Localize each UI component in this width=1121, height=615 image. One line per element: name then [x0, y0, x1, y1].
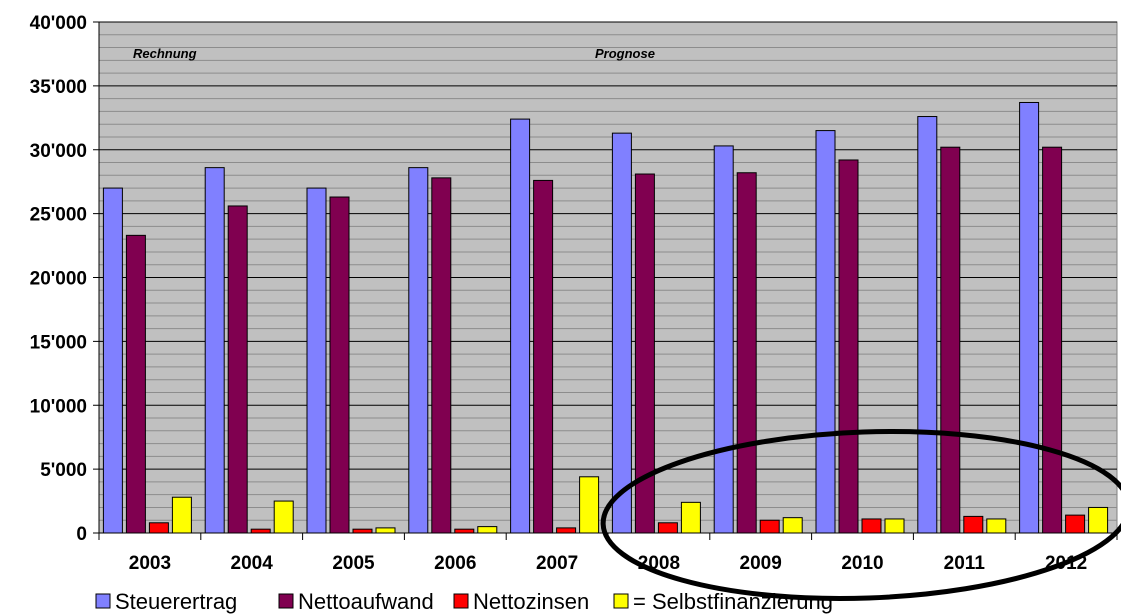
bar-nettoaufwand-2006: [431, 177, 452, 534]
bar-nettoaufwand-2011: [940, 146, 961, 534]
bar-steuerertrag-2010: [815, 130, 836, 534]
x-axis: 2003 2004 2005 2006 2007 2008 2009 2010 2011 2012: [98, 532, 1118, 574]
bar-steuerertrag-2009: [713, 145, 734, 534]
y-tick-label: 20'000: [30, 269, 87, 290]
y-tick-label: 40'000: [30, 13, 87, 34]
bar-nettozinsen-2004: [250, 528, 271, 534]
bar-selbstfinanzierung-2009: [782, 517, 803, 534]
bar-nettoaufwand-2009: [736, 172, 757, 534]
legend: Steuerertrag Nettoaufwand Nettozinsen = Sel…: [95, 589, 833, 614]
legend-swatch: [95, 593, 111, 609]
bar-selbstfinanzierung-2010: [884, 518, 905, 534]
bar-nettoaufwand-2007: [533, 179, 554, 534]
x-tick-label: 2003: [129, 553, 171, 574]
y-tick-label: 5'000: [40, 460, 87, 481]
x-tick-label: 2006: [434, 553, 476, 574]
y-tick-label: 15'000: [30, 332, 87, 353]
annotation-prognose: Prognose: [595, 46, 655, 61]
bar-selbstfinanzierung-2005: [375, 527, 396, 534]
bar-nettozinsen-2008: [657, 522, 678, 534]
bar-nettozinsen-2010: [861, 518, 882, 534]
x-tick-label: 2009: [740, 553, 782, 574]
annotation-rechnung: Rechnung: [133, 46, 197, 61]
x-tick-label: 2010: [841, 553, 883, 574]
x-tick-label: 2004: [231, 553, 274, 574]
bar-steuerertrag-2008: [611, 132, 632, 534]
bar-selbstfinanzierung-2004: [273, 500, 294, 534]
legend-swatch: [278, 593, 294, 609]
bar-selbstfinanzierung-2012: [1088, 506, 1109, 534]
x-tick-label: 2011: [944, 553, 986, 574]
y-tick-label: 0: [76, 524, 87, 545]
bar-steuerertrag-2005: [306, 187, 327, 534]
bars: [102, 101, 1109, 534]
y-tick-label: 35'000: [30, 77, 87, 98]
bar-selbstfinanzierung-2006: [477, 526, 498, 534]
x-tick-label: 2007: [536, 553, 578, 574]
bar-steuerertrag-2003: [102, 187, 123, 534]
y-axis: 0 5'000 10'000 15'000 20'000 25'000 30'000 35'0…: [30, 13, 100, 545]
bar-nettozinsen-2012: [1065, 514, 1086, 534]
y-tick-label: 10'000: [30, 396, 87, 417]
legend-label: Nettozinsen: [473, 589, 589, 614]
bar-steuerertrag-2007: [510, 118, 531, 534]
bar-nettozinsen-2003: [148, 522, 169, 534]
highlight-ellipse: [600, 429, 1121, 601]
bar-nettoaufwand-2003: [125, 234, 146, 534]
gridlines: [99, 21, 1117, 534]
bar-nettoaufwand-2012: [1042, 146, 1063, 534]
bar-selbstfinanzierung-2011: [986, 518, 1007, 534]
bar-nettozinsen-2011: [963, 515, 984, 534]
legend-swatch: [453, 593, 469, 609]
legend-label: Nettoaufwand: [298, 589, 434, 614]
y-tick-label: 25'000: [30, 205, 87, 226]
legend-swatch: [613, 593, 629, 609]
bar-selbstfinanzierung-2008: [680, 501, 701, 534]
bar-nettozinsen-2007: [556, 527, 577, 534]
bar-selbstfinanzierung-2007: [579, 476, 600, 534]
bar-nettozinsen-2006: [454, 528, 475, 534]
bar-nettoaufwand-2005: [329, 196, 350, 534]
bar-steuerertrag-2011: [917, 116, 938, 534]
bar-steuerertrag-2006: [408, 167, 429, 534]
bar-selbstfinanzierung-2003: [171, 496, 192, 534]
bar-nettoaufwand-2010: [838, 159, 859, 534]
y-tick-label: 30'000: [30, 141, 87, 162]
bar-steuerertrag-2012: [1019, 101, 1040, 534]
bar-nettoaufwand-2004: [227, 205, 248, 534]
bar-nettozinsen-2005: [352, 528, 373, 534]
legend-label: Steuerertrag: [115, 589, 237, 614]
legend-label: = Selbstfinanzierung: [633, 589, 833, 614]
x-tick-label: 2005: [332, 553, 375, 574]
bar-steuerertrag-2004: [204, 167, 225, 534]
bar-nettozinsen-2009: [759, 519, 780, 534]
